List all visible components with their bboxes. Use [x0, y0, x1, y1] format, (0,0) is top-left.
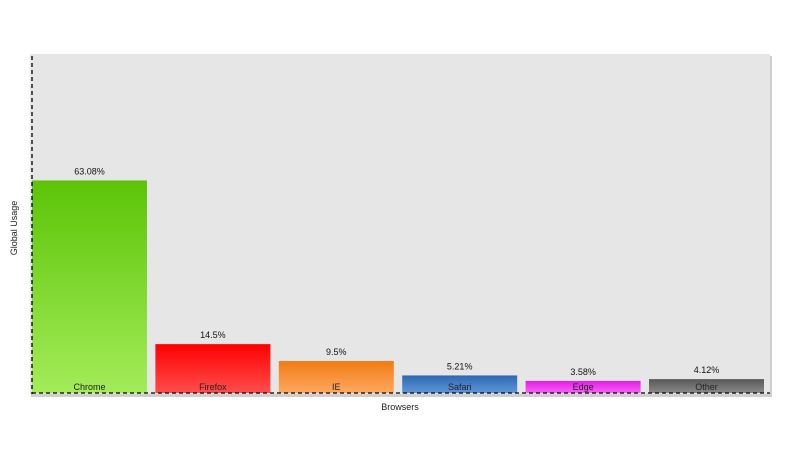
y-axis-title: Global Usage	[9, 201, 19, 256]
plot-area	[30, 54, 770, 394]
data-label-edge: 3.58%	[570, 367, 596, 377]
x-tick-label-edge: Edge	[573, 382, 594, 392]
bar-edge	[525, 380, 641, 393]
x-tick-label-ie: IE	[332, 382, 341, 392]
bar-other	[649, 379, 764, 393]
data-label-ie: 9.5%	[326, 347, 347, 357]
bar-ie	[278, 360, 394, 393]
x-axis-title: Browsers	[381, 402, 419, 412]
x-tick-label-safari: Safari	[448, 382, 472, 392]
x-tick-label-other: Other	[695, 382, 718, 392]
bar-safari	[402, 375, 518, 393]
x-tick-label-firefox: Firefox	[199, 382, 227, 392]
bar-firefox	[155, 344, 271, 393]
x-tick-label-chrome: Chrome	[73, 382, 105, 392]
data-label-safari: 5.21%	[447, 361, 473, 371]
bar-chrome	[32, 180, 147, 393]
data-label-firefox: 14.5%	[200, 330, 226, 340]
data-label-other: 4.12%	[694, 365, 720, 375]
data-label-chrome: 63.08%	[74, 166, 105, 176]
